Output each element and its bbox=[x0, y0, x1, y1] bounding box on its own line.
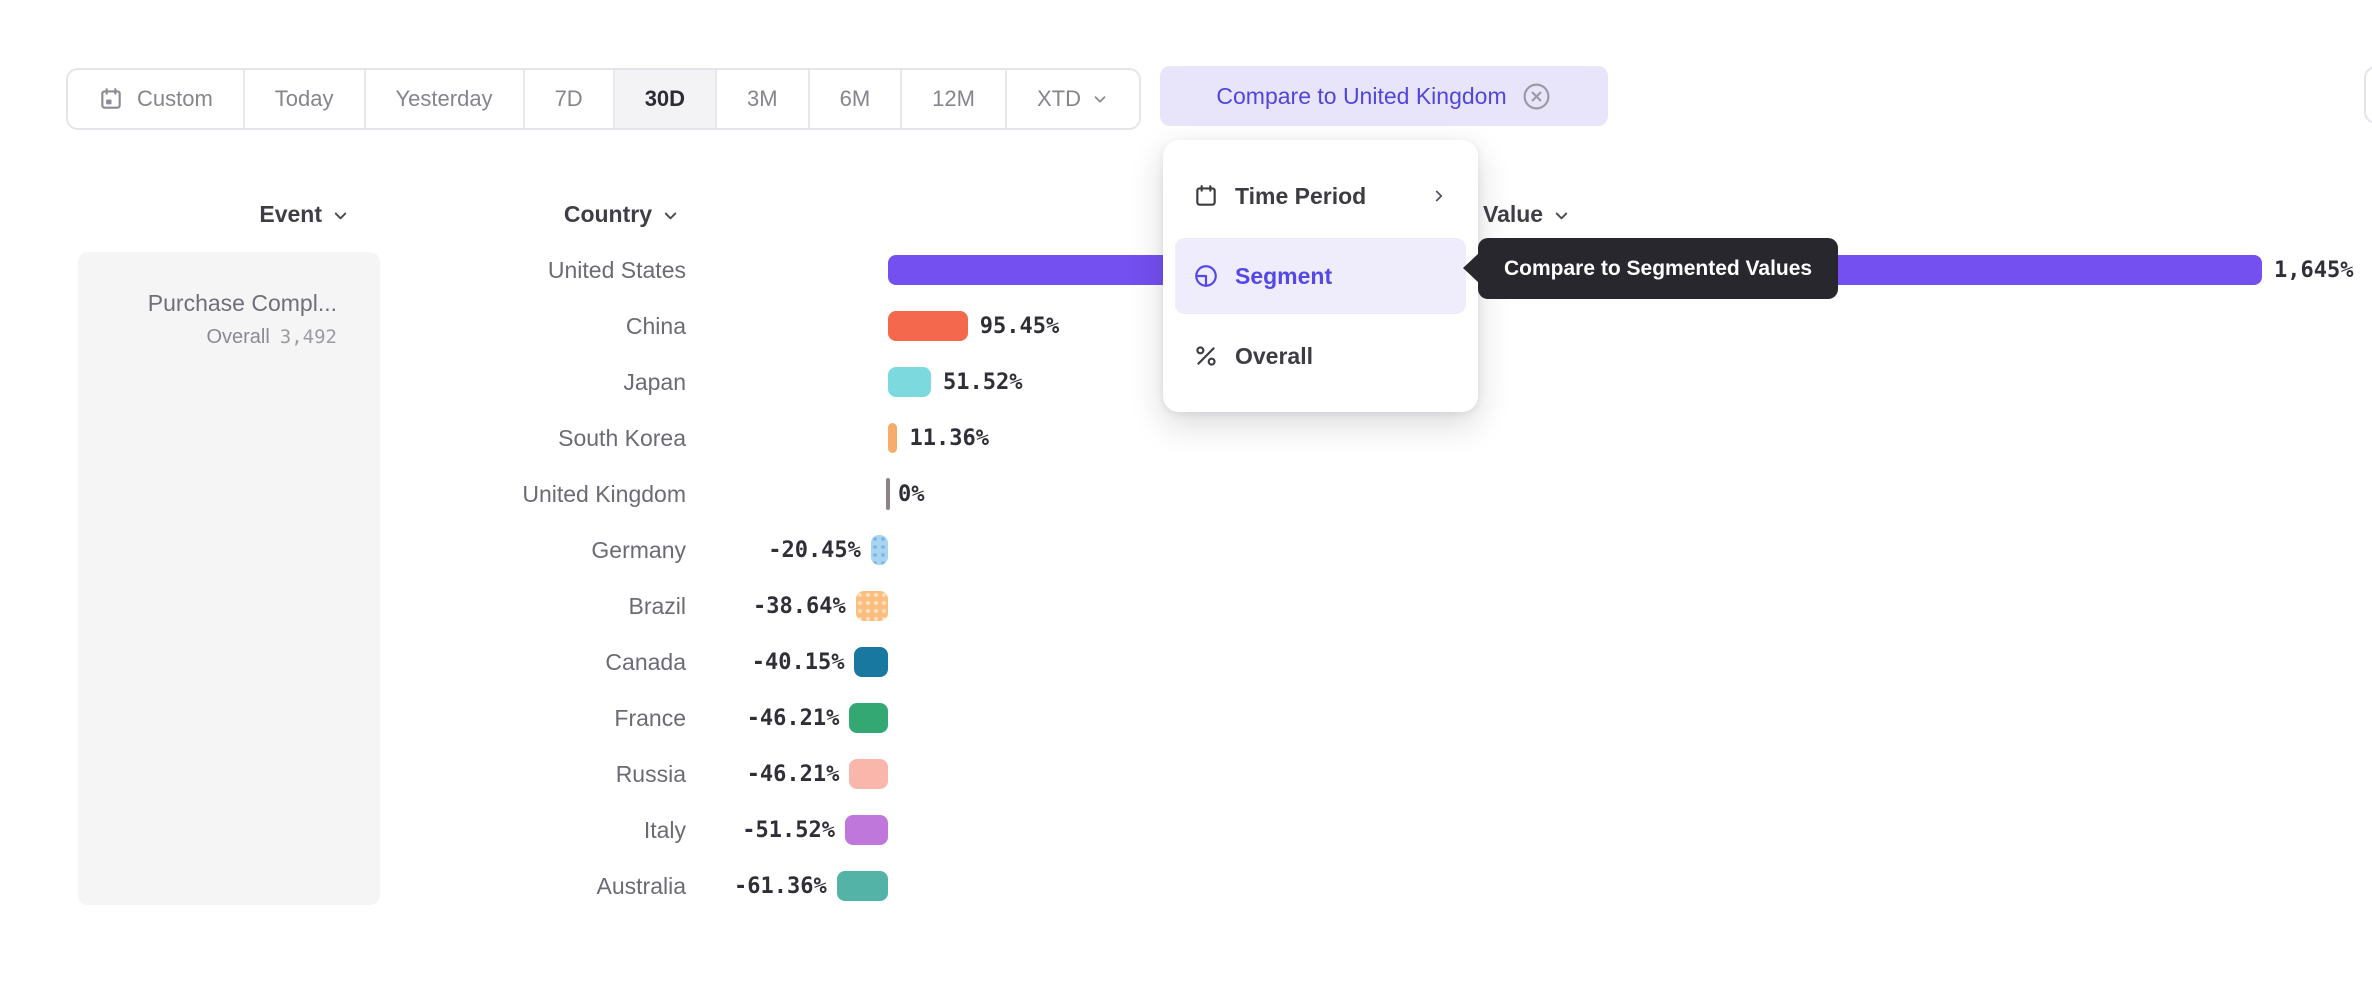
bar-russia[interactable] bbox=[849, 759, 888, 789]
column-header-country-label: Country bbox=[563, 200, 652, 227]
bar-japan[interactable] bbox=[888, 367, 932, 397]
bar-brazil[interactable] bbox=[855, 591, 888, 621]
close-circle-icon[interactable] bbox=[1521, 81, 1552, 112]
cutoff-button[interactable] bbox=[2364, 66, 2372, 124]
value-label: 95.45% bbox=[979, 313, 1060, 339]
country-label: Germany bbox=[591, 536, 686, 563]
date-range-label: XTD bbox=[1036, 86, 1081, 111]
country-label: Canada bbox=[605, 648, 686, 675]
column-header-country[interactable]: Country bbox=[474, 200, 680, 228]
date-range-label: 12M bbox=[932, 86, 975, 111]
chart-row-canada: Canada -40.15% bbox=[0, 634, 2372, 690]
context-menu: Time Period Segment Overall bbox=[1163, 140, 1478, 412]
date-range-xtd[interactable]: XTD bbox=[1004, 70, 1139, 128]
chart-row-brazil: Brazil -38.64% bbox=[0, 578, 2372, 634]
bar-italy[interactable] bbox=[844, 815, 888, 845]
compare-button-label: Compare to United Kingdom bbox=[1216, 82, 1507, 109]
country-label: Japan bbox=[623, 368, 686, 395]
country-label: Russia bbox=[615, 760, 686, 787]
country-label: China bbox=[625, 312, 686, 339]
chart-row-russia: Russia -46.21% bbox=[0, 746, 2372, 802]
country-label: Italy bbox=[643, 816, 686, 843]
date-range-3m[interactable]: 3M bbox=[715, 70, 808, 128]
value-label: -46.21% bbox=[746, 705, 840, 731]
chevron-down-icon bbox=[1091, 90, 1109, 108]
date-range-yesterday[interactable]: Yesterday bbox=[363, 70, 523, 128]
tooltip: Compare to Segmented Values bbox=[1463, 238, 1839, 299]
date-range-label: 7D bbox=[554, 86, 583, 111]
chart-row-italy: Italy -51.52% bbox=[0, 802, 2372, 858]
compare-button[interactable]: Compare to United Kingdom bbox=[1160, 66, 1608, 126]
menu-item-segment[interactable]: Segment bbox=[1175, 238, 1466, 314]
value-label: -38.64% bbox=[753, 593, 846, 619]
date-range-label: 6M bbox=[839, 86, 871, 111]
chevron-right-icon bbox=[1430, 187, 1448, 205]
event-metric-label: Overall bbox=[206, 326, 270, 348]
menu-item-overall[interactable]: Overall bbox=[1175, 318, 1466, 394]
chart-row-china: China 95.45% bbox=[0, 298, 2372, 354]
value-label: 11.36% bbox=[909, 425, 989, 451]
tooltip-text: Compare to Segmented Values bbox=[1504, 256, 1813, 280]
event-panel[interactable]: Purchase Compl... Overall 3,492 bbox=[78, 252, 380, 905]
country-label: United States bbox=[547, 256, 686, 283]
column-header-event-label: Event bbox=[259, 200, 322, 227]
column-header-value-label: Value bbox=[1483, 200, 1544, 227]
chart-row-australia: Australia -61.36% bbox=[0, 858, 2372, 914]
menu-item-time-period[interactable]: Time Period bbox=[1175, 158, 1466, 234]
calendar-icon bbox=[1193, 183, 1219, 209]
bar-australia[interactable] bbox=[836, 871, 888, 901]
country-label: France bbox=[614, 704, 686, 731]
date-range-label: Yesterday bbox=[395, 86, 493, 111]
event-metric-value: 3,492 bbox=[279, 326, 337, 348]
date-range-today[interactable]: Today bbox=[242, 70, 364, 128]
date-range-toolbar: Custom Today Yesterday 7D 30D 3M 6M 12M XTD bbox=[66, 68, 1141, 130]
event-metric: Overall 3,492 bbox=[98, 326, 337, 349]
column-header-event[interactable]: Event bbox=[150, 200, 350, 228]
value-label: -61.36% bbox=[734, 873, 827, 899]
value-label: -40.15% bbox=[751, 649, 845, 675]
event-name: Purchase Compl... bbox=[147, 290, 337, 316]
value-label: -46.21% bbox=[746, 761, 840, 787]
date-range-label: 30D bbox=[644, 86, 686, 111]
date-range-label: 3M bbox=[747, 86, 778, 111]
column-header-value[interactable]: Value bbox=[1483, 200, 1571, 228]
bar-south-korea[interactable] bbox=[888, 423, 898, 453]
baseline-tick bbox=[886, 478, 890, 510]
chevron-down-icon bbox=[331, 206, 350, 225]
bar-france[interactable] bbox=[849, 703, 888, 733]
menu-item-label: Time Period bbox=[1235, 182, 1367, 209]
date-range-7d[interactable]: 7D bbox=[522, 70, 613, 128]
chart-row-germany: Germany -20.45% bbox=[0, 522, 2372, 578]
country-label: Brazil bbox=[628, 592, 686, 619]
tooltip-arrow bbox=[1463, 253, 1479, 283]
value-label: -51.52% bbox=[742, 817, 835, 843]
menu-item-label: Overall bbox=[1235, 342, 1313, 369]
chart-row-france: France -46.21% bbox=[0, 690, 2372, 746]
country-label: United Kingdom bbox=[522, 480, 686, 507]
segment-icon bbox=[1193, 263, 1219, 289]
bar-china[interactable] bbox=[888, 311, 968, 341]
chart-row-united-kingdom: United Kingdom 0% bbox=[0, 466, 2372, 522]
chevron-down-icon bbox=[1552, 206, 1571, 225]
value-label: 51.52% bbox=[943, 369, 1023, 395]
country-label: Australia bbox=[596, 872, 686, 899]
date-range-12m[interactable]: 12M bbox=[900, 70, 1005, 128]
date-range-custom[interactable]: Custom bbox=[68, 70, 243, 128]
date-range-label: Today bbox=[274, 86, 334, 111]
calendar-custom-icon bbox=[98, 86, 124, 112]
date-range-30d[interactable]: 30D bbox=[612, 70, 716, 128]
chart-row-japan: Japan 51.52% bbox=[0, 354, 2372, 410]
country-label: South Korea bbox=[558, 424, 686, 451]
date-range-6m[interactable]: 6M bbox=[807, 70, 901, 128]
bar-canada[interactable] bbox=[854, 647, 888, 677]
value-label: 0% bbox=[898, 481, 925, 507]
value-label: -20.45% bbox=[768, 537, 861, 563]
bar-germany[interactable] bbox=[870, 535, 888, 565]
chart-row-south-korea: South Korea 11.36% bbox=[0, 410, 2372, 466]
value-label: 1,645% bbox=[2274, 257, 2354, 283]
menu-item-label: Segment bbox=[1235, 262, 1333, 289]
percent-icon bbox=[1193, 343, 1219, 369]
chevron-down-icon bbox=[661, 206, 680, 225]
date-range-label: Custom bbox=[137, 86, 213, 111]
